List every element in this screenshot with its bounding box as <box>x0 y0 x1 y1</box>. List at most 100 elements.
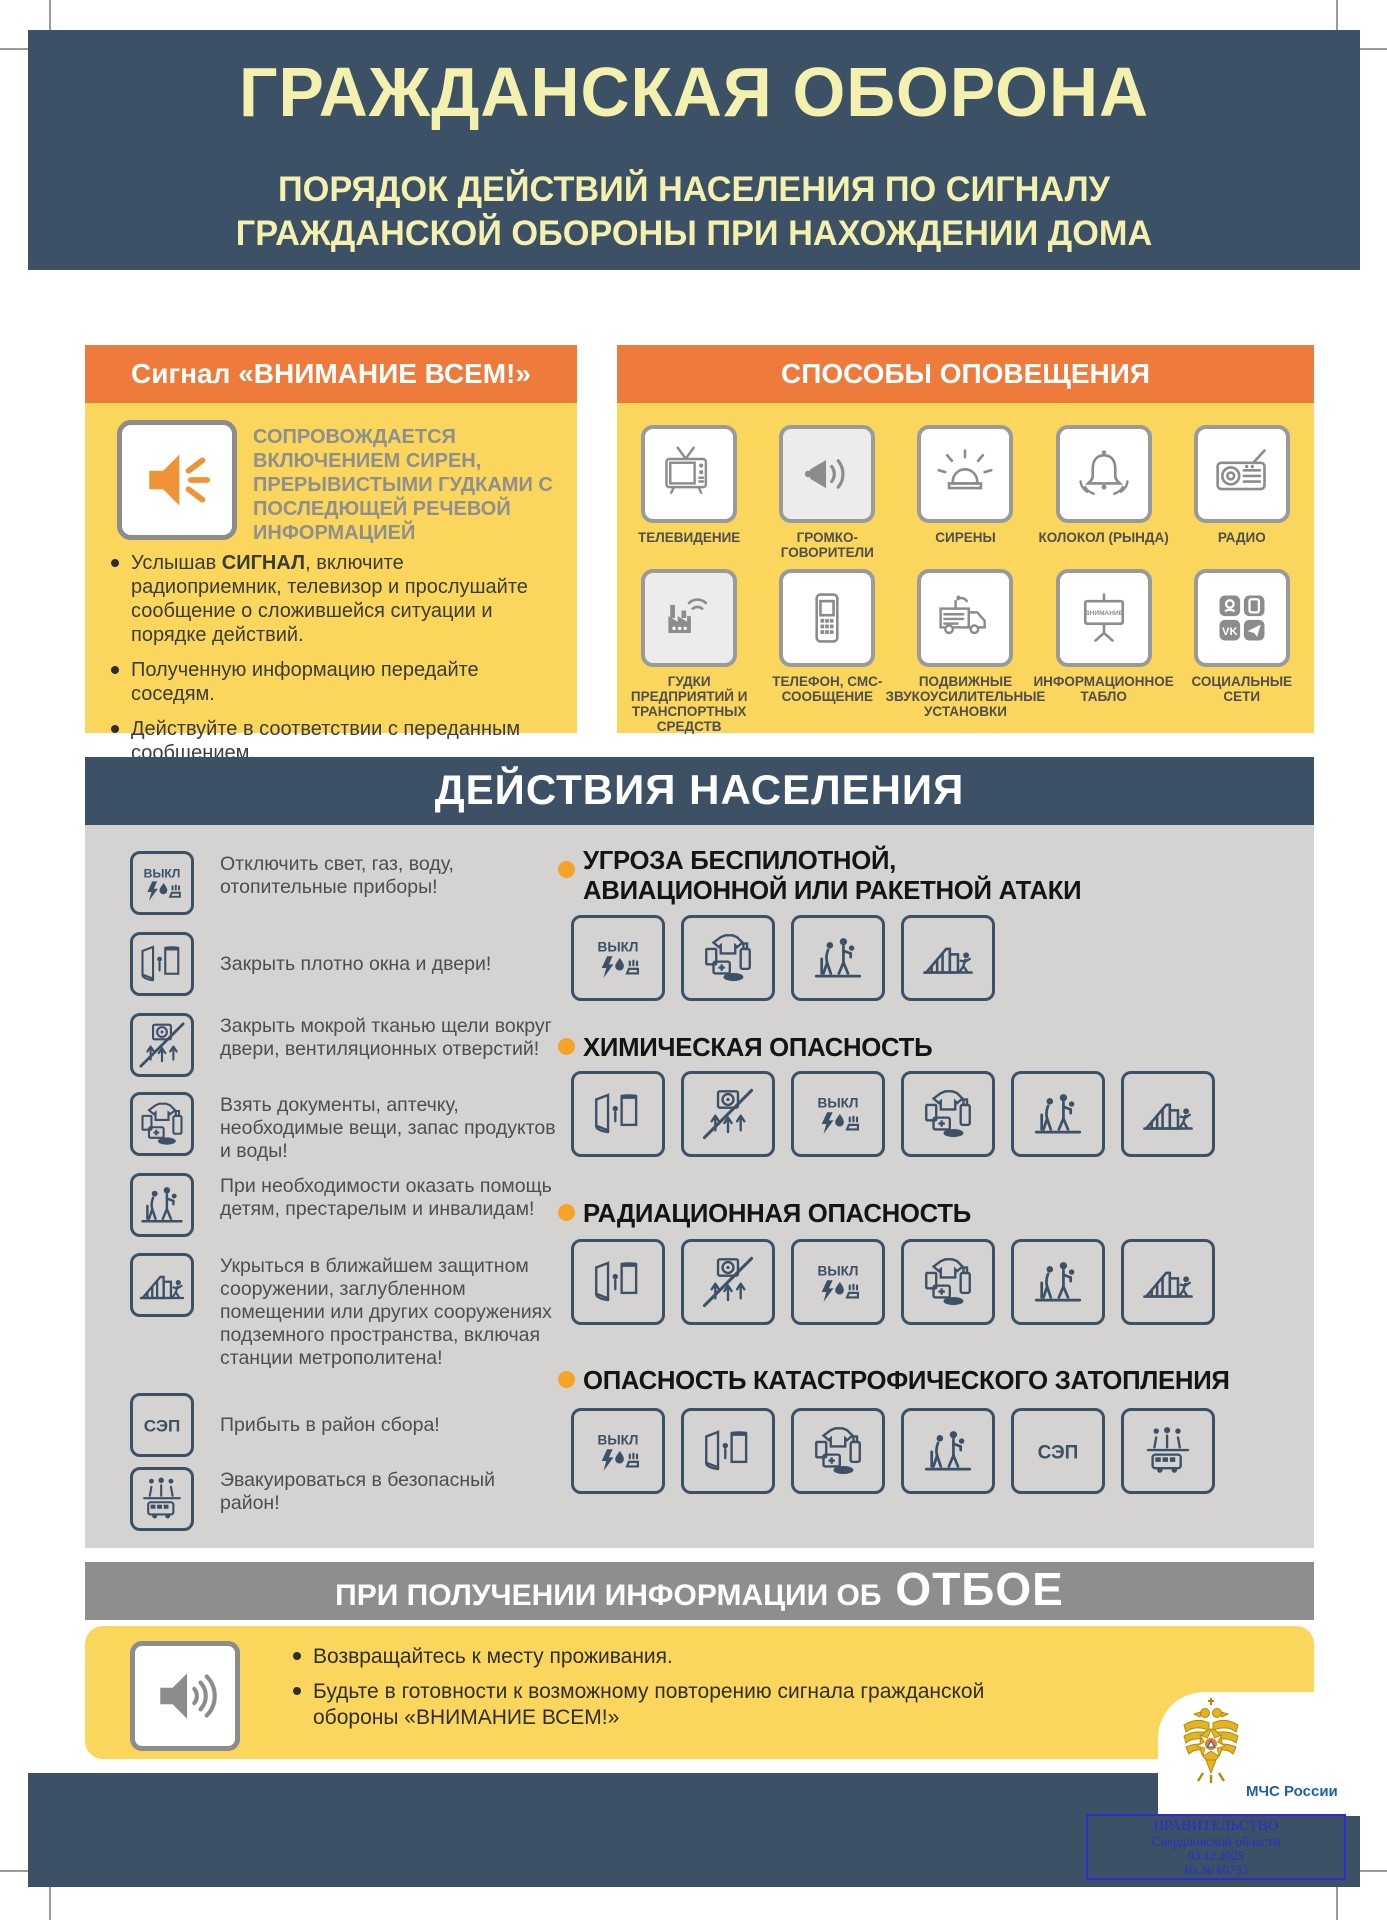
power-off-icon <box>791 1071 885 1157</box>
section-icons <box>571 915 995 1001</box>
help-family-icon <box>130 1173 194 1237</box>
header-banner: ГРАЖДАНСКАЯ ОБОРОНА ПОРЯДОК ДЕЙСТВИЙ НАС… <box>28 30 1360 270</box>
list-item: Возвращайтесь к месту проживания. <box>293 1644 1093 1670</box>
power-off-icon <box>571 1408 665 1494</box>
bullet-dot-icon <box>558 861 575 878</box>
footer-notch <box>1158 1692 1387 1816</box>
seal-vents-icon <box>681 1071 775 1157</box>
crop-mark <box>49 1878 51 1920</box>
speaker-icon <box>130 1641 240 1751</box>
action-item: Закрыть мокрой тканью щели вокруг двери,… <box>130 1013 560 1077</box>
bullet-dot-icon <box>558 1371 575 1388</box>
notify-method-label: ГУДКИ ПРЕДПРИЯТИЙ И ТРАНСПОРТНЫХ СРЕДСТВ <box>630 674 748 734</box>
notify-method: РАДИО <box>1176 425 1308 560</box>
action-item-text: Закрыть мокрой тканью щели вокруг двери,… <box>220 1015 552 1060</box>
stamp-line: Вх.№ 60733 <box>1184 1862 1248 1877</box>
bullet-dot-icon <box>111 559 119 567</box>
seal-vents-icon <box>681 1239 775 1325</box>
subtitle-line-1: ПОРЯДОК ДЕЙСТВИЙ НАСЕЛЕНИЯ ПО СИГНАЛУ <box>277 170 1111 209</box>
allclear-header-prefix: ПРИ ПОЛУЧЕНИИ ИНФОРМАЦИИ ОБ <box>335 1579 882 1612</box>
crop-mark <box>49 0 51 42</box>
help-family-icon <box>901 1408 995 1494</box>
bullet-text: Будьте в готовности к возможному повторе… <box>313 1680 985 1729</box>
notify-method: ГРОМКО-ГОВОРИТЕЛИ <box>761 425 893 560</box>
bullet-dot-icon <box>293 1687 301 1695</box>
social-networks-icon <box>1193 569 1290 667</box>
notify-method: ГУДКИ ПРЕДПРИЯТИЙ И ТРАНСПОРТНЫХ СРЕДСТВ <box>623 569 755 734</box>
shelter-icon <box>1121 1071 1215 1157</box>
loudspeaker-icon <box>779 425 876 523</box>
list-item: Полученную информацию передайте соседям. <box>111 658 551 706</box>
bullet-text: Возвращайтесь к месту проживания. <box>313 1645 673 1668</box>
factory-horn-icon <box>641 569 738 667</box>
crop-mark <box>0 1870 42 1872</box>
notify-method-label: ТЕЛЕФОН, СМС-СООБЩЕНИЕ <box>772 674 883 704</box>
info-board-icon <box>1055 569 1152 667</box>
bell-icon <box>1055 425 1152 523</box>
crop-mark <box>1336 0 1338 42</box>
action-item: Эвакуироваться в безопасный район! <box>130 1467 560 1531</box>
section-icons <box>571 1071 1215 1157</box>
take-supplies-icon <box>130 1092 194 1156</box>
crop-mark <box>1336 1878 1338 1920</box>
sep-icon <box>130 1393 194 1457</box>
action-item-text: Отключить свет, газ, воду, отопительные … <box>220 853 454 898</box>
bullet-dot-icon <box>111 725 119 733</box>
phone-icon <box>779 569 876 667</box>
take-supplies-icon <box>681 915 775 1001</box>
evacuate-icon <box>1121 1408 1215 1494</box>
close-windows-doors-icon <box>681 1408 775 1494</box>
actions-panel: Отключить свет, газ, воду, отопительные … <box>85 825 1314 1548</box>
bullet-text: Полученную информацию передайте соседям. <box>131 659 479 705</box>
action-item: Отключить свет, газ, воду, отопительные … <box>130 851 560 915</box>
close-windows-doors-icon <box>571 1071 665 1157</box>
power-off-icon <box>571 915 665 1001</box>
crop-mark <box>1345 48 1387 50</box>
shelter-icon <box>130 1253 194 1317</box>
notify-method: ТЕЛЕФОН, СМС-СООБЩЕНИЕ <box>761 569 893 734</box>
notify-method: КОЛОКОЛ (РЫНДА) <box>1038 425 1170 560</box>
allclear-header: ПРИ ПОЛУЧЕНИИ ИНФОРМАЦИИ ОБ ОТБОЕ <box>85 1562 1314 1620</box>
stamp-line: Свердловской области <box>1151 1833 1281 1849</box>
notify-method: СИРЕНЫ <box>899 425 1031 560</box>
crop-mark <box>1345 1870 1387 1872</box>
notify-row-1: ТЕЛЕВИДЕНИЕ ГРОМКО-ГОВОРИТЕЛИ СИРЕНЫ КОЛ… <box>617 425 1314 560</box>
notify-method-label: ПОДВИЖНЫЕ ЗВУКОУСИЛИТЕЛЬНЫЕ УСТАНОВКИ <box>885 674 1046 719</box>
action-item: Закрыть плотно окна и двери! <box>130 932 560 996</box>
speaker-icon <box>117 420 237 540</box>
take-supplies-icon <box>791 1408 885 1494</box>
siren-icon <box>917 425 1014 523</box>
action-item-text: Закрыть плотно окна и двери! <box>220 952 492 975</box>
notify-method-label: СИРЕНЫ <box>935 530 996 545</box>
notify-method: ТЕЛЕВИДЕНИЕ <box>623 425 755 560</box>
bullet-dot-icon <box>111 666 119 674</box>
notify-row-2: ГУДКИ ПРЕДПРИЯТИЙ И ТРАНСПОРТНЫХ СРЕДСТВ… <box>617 569 1314 734</box>
notify-card-header: СПОСОБЫ ОПОВЕЩЕНИЯ <box>617 345 1314 403</box>
power-off-icon <box>130 851 194 915</box>
allclear-bullets: Возвращайтесь к месту проживания. Будьте… <box>293 1644 1093 1740</box>
notify-method-label: РАДИО <box>1217 530 1266 545</box>
take-supplies-icon <box>901 1239 995 1325</box>
action-item-text: При необходимости оказать помощь детям, … <box>220 1175 552 1220</box>
seal-vents-icon <box>130 1013 194 1077</box>
bullet-text: Услышав <box>131 552 222 574</box>
notify-method: ИНФОРМАЦИОННОЕ ТАБЛО <box>1033 569 1174 734</box>
section-title: ОПАСНОСТЬ КАТАСТРОФИЧЕСКОГО ЗАТОПЛЕНИЯ <box>583 1365 1230 1395</box>
section-title: ХИМИЧЕСКАЯ ОПАСНОСТЬ <box>583 1032 933 1062</box>
section-title: УГРОЗА БЕСПИЛОТНОЙ, АВИАЦИОННОЙ ИЛИ РАКЕ… <box>583 845 1082 905</box>
help-family-icon <box>791 915 885 1001</box>
notify-method-label: СОЦИАЛЬНЫЕ СЕТИ <box>1191 674 1293 704</box>
notify-method-label: ИНФОРМАЦИОННОЕ ТАБЛО <box>1033 674 1174 704</box>
signal-card-header: Сигнал «ВНИМАНИЕ ВСЕМ!» <box>85 345 577 403</box>
action-item-text: Прибыть в район сбора! <box>220 1413 440 1436</box>
mchs-label: МЧС России <box>1246 1783 1338 1800</box>
power-off-icon <box>791 1239 885 1325</box>
footer-bar <box>28 1773 1360 1887</box>
shelter-icon <box>901 915 995 1001</box>
take-supplies-icon <box>901 1071 995 1157</box>
allclear-header-emphasis: ОТБОЕ <box>895 1563 1064 1615</box>
signal-description: СОПРОВОЖДАЕТСЯ ВКЛЮЧЕНИЕМ СИРЕН, ПРЕРЫВИ… <box>253 426 553 544</box>
list-item: Будьте в готовности к возможному повторе… <box>293 1679 1093 1731</box>
bullet-dot-icon <box>558 1038 575 1055</box>
